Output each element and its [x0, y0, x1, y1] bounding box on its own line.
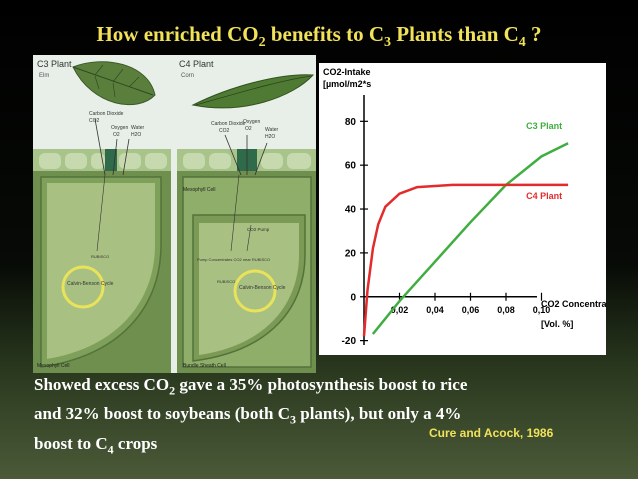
- c3-cross-section: Calvin-Benson Cycle RUBISCO Mesophyll Ce…: [33, 118, 171, 373]
- body-text: Showed excess CO2 gave a 35% photosynthe…: [34, 373, 604, 461]
- c4-gas-labels: Carbon Dioxide CO2 Oxygen O2 Water H2O: [211, 119, 278, 140]
- svg-text:Calvin-Benson Cycle: Calvin-Benson Cycle: [239, 285, 286, 291]
- x-axis-label-line2: [Vol. %]: [541, 319, 573, 329]
- series-label-c4: C4 Plant: [526, 191, 562, 201]
- svg-text:Oxygen: Oxygen: [243, 119, 260, 125]
- c3-plant-label: C3 Plant: [37, 59, 72, 69]
- body-line-1: Showed excess CO2 gave a 35% photosynthe…: [34, 375, 468, 398]
- x-tick-label: 0,06: [462, 305, 480, 315]
- x-tick-label: 0,02: [391, 305, 409, 315]
- c3-plant-sub: Elm: [39, 73, 49, 79]
- corn-leaf-icon: [191, 74, 315, 109]
- series-line-c4: [362, 183, 569, 337]
- svg-text:Carbon Dioxide: Carbon Dioxide: [211, 121, 246, 127]
- co2-intake-chart: CO2-Intake [µmol/m2*s CO2 Concentration …: [319, 63, 623, 355]
- svg-text:CO2 Pump: CO2 Pump: [247, 227, 270, 232]
- body-line-2: and 32% boost to soybeans (both C3 plant…: [34, 404, 462, 427]
- svg-text:Water: Water: [131, 125, 144, 131]
- y-tick-label: 80: [345, 117, 357, 128]
- x-axis-label-line1: CO2 Concentration: [541, 299, 606, 309]
- series-label-c3: C3 Plant: [526, 121, 562, 131]
- svg-text:CO2: CO2: [89, 118, 100, 124]
- c3-gas-labels: Carbon Dioxide CO2 Oxygen O2 Water H2O: [89, 111, 144, 138]
- svg-text:O2: O2: [113, 132, 120, 138]
- svg-text:Calvin-Benson Cycle: Calvin-Benson Cycle: [67, 281, 114, 287]
- c3-c4-leaf-diagram: C3 Plant Elm C4 Plant Corn Carbon Dioxid…: [33, 55, 316, 373]
- y-axis-label-line1: CO2-Intake: [323, 67, 371, 77]
- x-tick-label: 0,04: [426, 305, 444, 315]
- y-axis-label-line2: [µmol/m2*s: [323, 79, 371, 89]
- x-tick-label: 0,08: [497, 305, 515, 315]
- citation: Cure and Acock, 1986: [429, 426, 554, 440]
- body-line-3: boost to C4 crops: [34, 433, 158, 457]
- svg-text:O2: O2: [245, 126, 252, 132]
- y-tick-label: 40: [345, 205, 357, 216]
- y-tick-label: -20: [342, 336, 357, 347]
- svg-text:Mesophyll Cell: Mesophyll Cell: [37, 363, 70, 369]
- c4-cross-section: Calvin-Benson Cycle RUBISCO CO2 Pump Pum…: [177, 134, 316, 373]
- y-tick-label: 20: [345, 248, 357, 259]
- svg-text:Water: Water: [265, 127, 278, 133]
- svg-text:H2O: H2O: [131, 132, 141, 138]
- svg-text:Mesophyll Cell: Mesophyll Cell: [183, 187, 216, 193]
- series-line-c3: [371, 142, 569, 335]
- x-tick-label: 0,10: [533, 305, 551, 315]
- svg-text:Pump Concentrates CO2 near RUB: Pump Concentrates CO2 near RUBISCO: [197, 257, 270, 262]
- svg-text:RUBISCO: RUBISCO: [217, 279, 235, 284]
- svg-text:Carbon Dioxide: Carbon Dioxide: [89, 111, 124, 117]
- c4-plant-label: C4 Plant: [179, 59, 214, 69]
- svg-text:Bundle Sheath Cell: Bundle Sheath Cell: [183, 363, 226, 369]
- svg-text:Oxygen: Oxygen: [111, 125, 128, 131]
- svg-text:RUBISCO: RUBISCO: [91, 254, 109, 259]
- slide-title: How enriched CO2 benefits to C3 Plants t…: [96, 22, 542, 51]
- svg-text:CO2: CO2: [219, 128, 230, 134]
- y-tick-label: 60: [345, 161, 357, 172]
- svg-text:H2O: H2O: [265, 134, 275, 140]
- elm-leaf-icon: [72, 61, 156, 106]
- y-tick-label: 0: [350, 292, 356, 303]
- c4-plant-sub: Corn: [181, 73, 194, 79]
